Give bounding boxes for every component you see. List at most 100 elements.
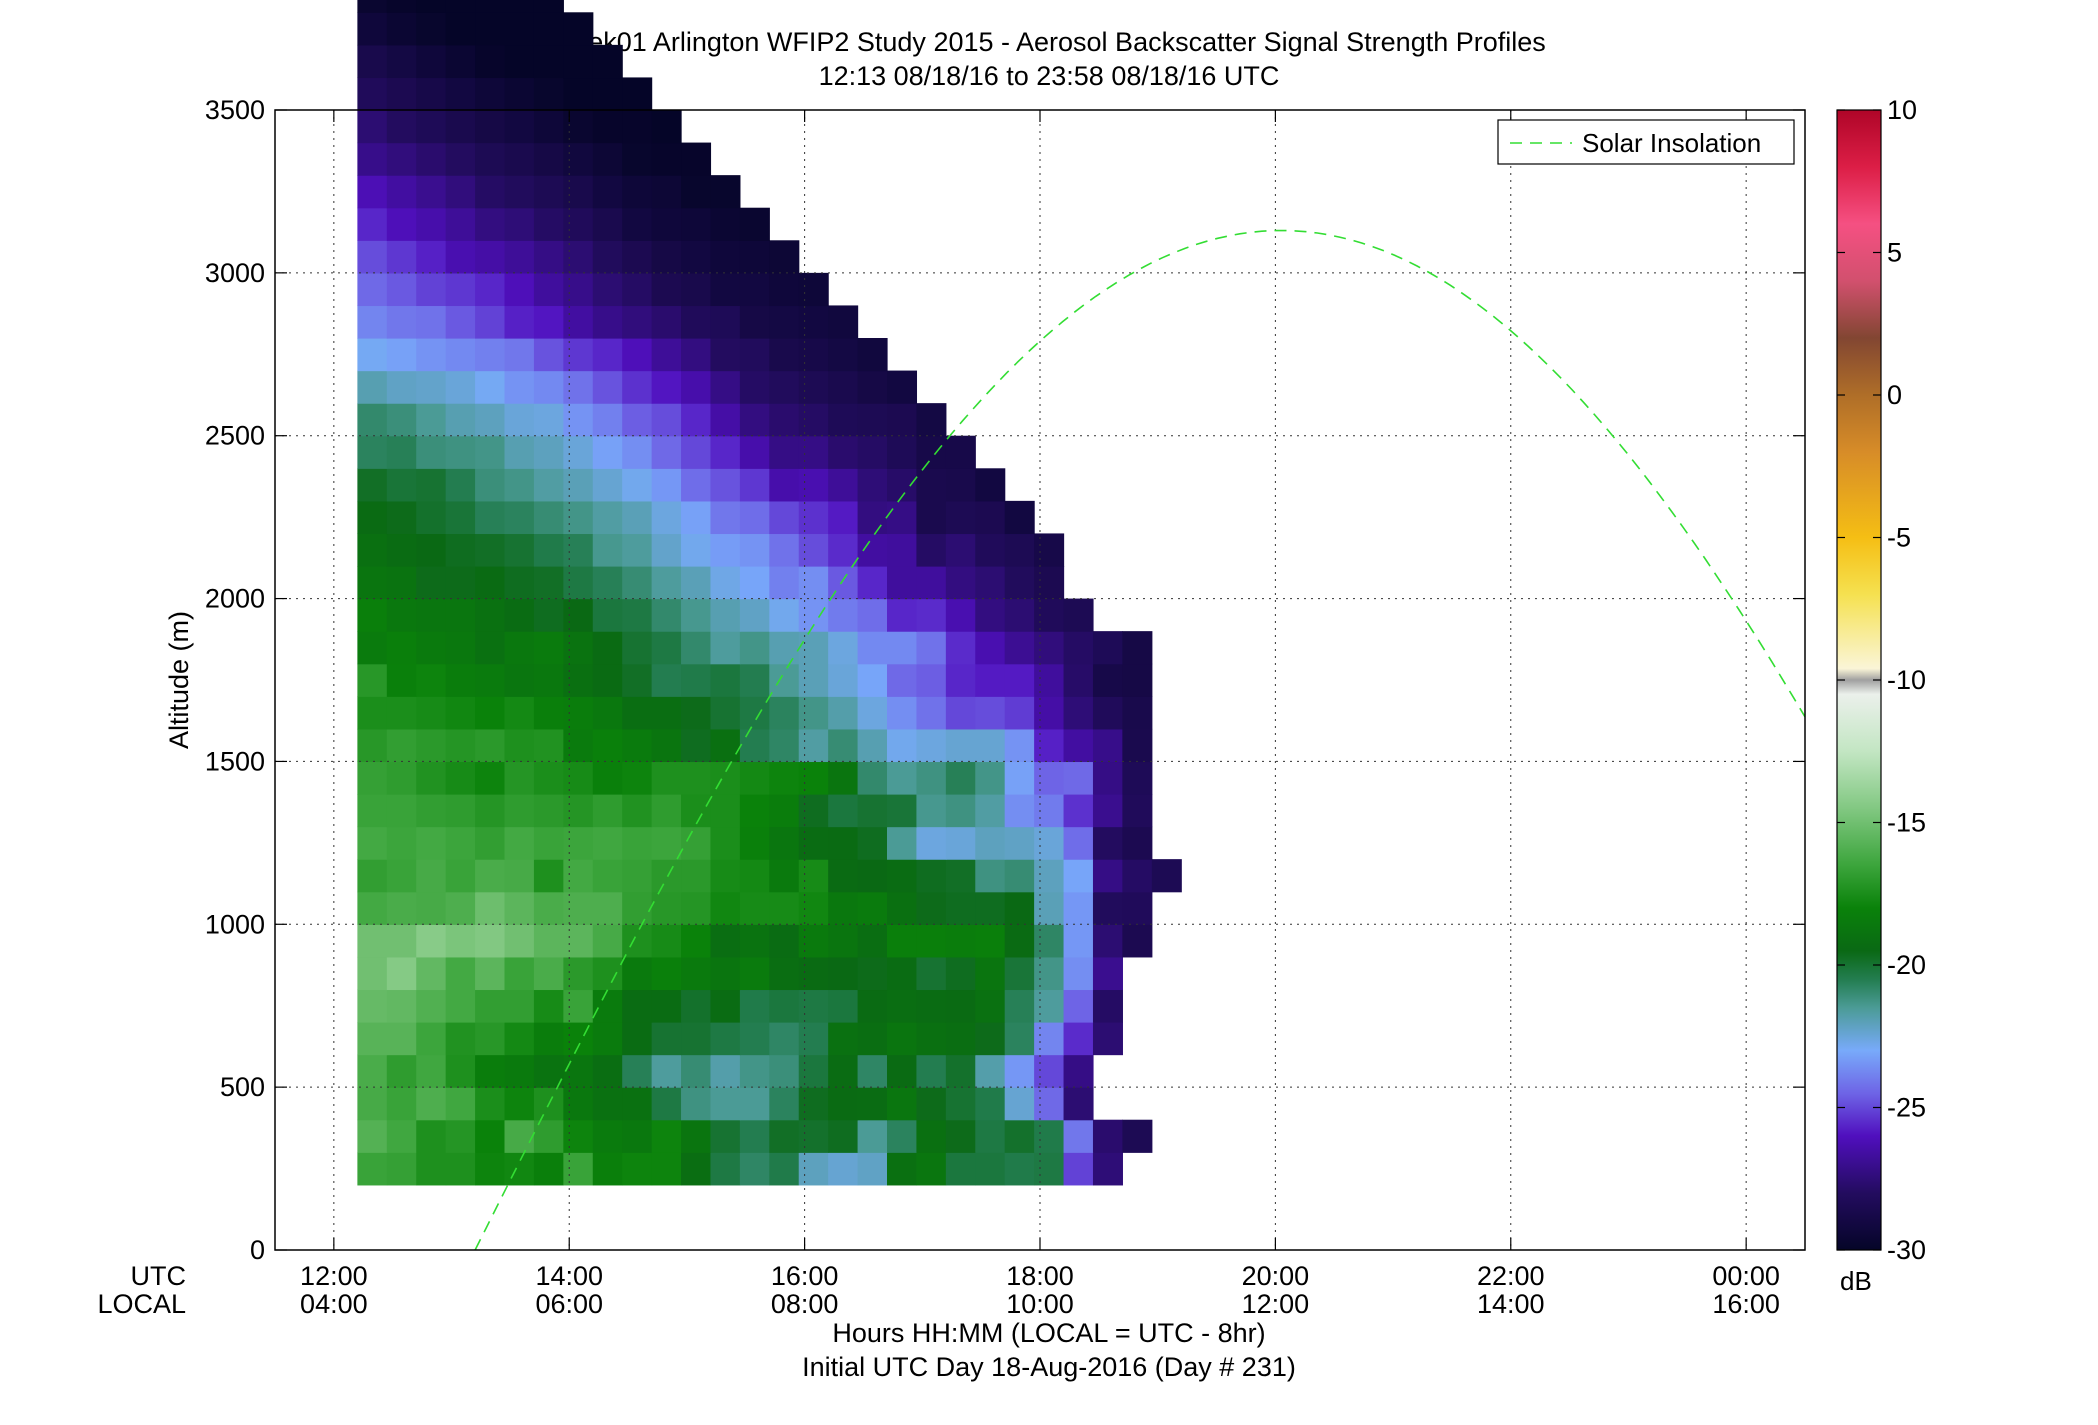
heatmap-cell [798, 631, 829, 665]
heatmap-cell [475, 696, 506, 730]
heatmap-cell [475, 500, 506, 535]
heatmap-cell [857, 338, 888, 372]
heatmap-cell [475, 566, 506, 600]
heatmap-cell [739, 728, 770, 763]
heatmap-cell [563, 924, 594, 958]
heatmap-cell [475, 338, 506, 372]
heatmap-cell [739, 272, 770, 307]
heatmap-cell [504, 175, 535, 209]
heatmap-cell [916, 533, 947, 567]
heatmap-cell [887, 403, 918, 437]
heatmap-cell [386, 305, 417, 339]
heatmap-cell [710, 500, 741, 535]
heatmap-cell [887, 500, 918, 535]
heatmap-cell [681, 598, 712, 632]
heatmap-cell [769, 663, 800, 697]
heatmap-cell [563, 1087, 594, 1121]
heatmap-cell [945, 663, 976, 697]
heatmap-cell [739, 468, 770, 502]
heatmap-cell [445, 468, 476, 502]
heatmap-cell [681, 370, 712, 404]
heatmap-cell [1063, 1022, 1094, 1056]
heatmap-cell [445, 1087, 476, 1121]
heatmap-cell [357, 761, 388, 795]
heatmap-cell [828, 989, 859, 1023]
heatmap-cell [857, 956, 888, 991]
heatmap-cell [475, 0, 506, 13]
heatmap-cell [592, 207, 623, 241]
heatmap-cell [416, 240, 447, 274]
x-tick-label-utc: 22:00 [1477, 1261, 1545, 1291]
heatmap-cell [769, 533, 800, 567]
heatmap-cell [916, 859, 947, 893]
heatmap-cell [357, 696, 388, 730]
heatmap-cell [975, 761, 1006, 795]
heatmap-cell [651, 1087, 682, 1121]
heatmap-cell [592, 533, 623, 567]
heatmap-cell [416, 1152, 447, 1186]
heatmap-cell [563, 44, 594, 79]
heatmap-cell [504, 1054, 535, 1088]
heatmap-cell [416, 12, 447, 46]
heatmap-cell [857, 566, 888, 600]
heatmap-cell [592, 1119, 623, 1153]
heatmap-cell [681, 761, 712, 795]
heatmap-cell [416, 77, 447, 111]
heatmap-cell [828, 1152, 859, 1186]
heatmap-cell [1063, 761, 1094, 795]
heatmap-cell [798, 859, 829, 893]
heatmap-cell [416, 794, 447, 828]
heatmap-cell [504, 272, 535, 307]
heatmap-cell [916, 794, 947, 828]
heatmap-cell [357, 12, 388, 46]
heatmap-cell [592, 435, 623, 469]
heatmap-cell [681, 468, 712, 502]
heatmap-cell [1063, 826, 1094, 860]
heatmap-cell [386, 500, 417, 535]
heatmap-cell [563, 240, 594, 274]
heatmap-cell [504, 533, 535, 567]
heatmap-cell [445, 631, 476, 665]
heatmap-cell [445, 891, 476, 925]
heatmap-cell [563, 305, 594, 339]
heatmap-cell [386, 240, 417, 274]
heatmap-cell [681, 305, 712, 339]
heatmap-cell [622, 175, 653, 209]
heatmap-cell [592, 77, 623, 111]
heatmap-cell [357, 859, 388, 893]
heatmap-cell [798, 891, 829, 925]
x-tick-label-local: 06:00 [535, 1289, 603, 1319]
heatmap-cell [887, 1087, 918, 1121]
heatmap-cell [445, 77, 476, 111]
heatmap-cell [357, 1152, 388, 1186]
heatmap-cell [710, 403, 741, 437]
heatmap-cell [945, 435, 976, 469]
heatmap-cell [651, 956, 682, 991]
x-tick-label-local: 04:00 [300, 1289, 368, 1319]
heatmap-cell [533, 533, 564, 567]
heatmap-cell [916, 1152, 947, 1186]
heatmap-cell [592, 598, 623, 632]
heatmap-cell [386, 956, 417, 991]
x-tick-label-utc: 00:00 [1712, 1261, 1780, 1291]
heatmap-cell [622, 826, 653, 860]
heatmap-cell [475, 826, 506, 860]
heatmap-cell [1004, 956, 1035, 991]
heatmap-cell [504, 956, 535, 991]
heatmap-cell [1034, 891, 1065, 925]
heatmap-cell [1004, 891, 1035, 925]
heatmap-cell [386, 77, 417, 111]
heatmap-cell [475, 1119, 506, 1153]
heatmap-cell [681, 956, 712, 991]
heatmap-cell [651, 272, 682, 307]
heatmap-cell [710, 924, 741, 958]
heatmap-cell [887, 1119, 918, 1153]
heatmap-cell [651, 468, 682, 502]
heatmap-cell [710, 435, 741, 469]
heatmap-cell [681, 1087, 712, 1121]
heatmap-cell [563, 468, 594, 502]
x-tick-label-local: 12:00 [1242, 1289, 1310, 1319]
heatmap-cell [916, 891, 947, 925]
heatmap-cell [357, 566, 388, 600]
heatmap-cell [416, 696, 447, 730]
